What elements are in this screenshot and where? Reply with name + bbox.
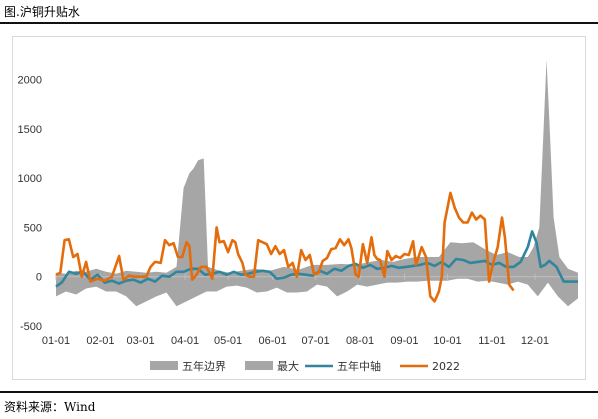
x-tick-label: 07-01 (301, 335, 329, 347)
x-tick-label: 04-01 (171, 335, 199, 347)
line-2022 (55, 191, 515, 303)
x-tick-label: 06-01 (258, 335, 286, 347)
x-tick-label: 08-01 (346, 335, 374, 347)
band-area (56, 59, 578, 307)
y-tick-label: 2000 (18, 75, 42, 87)
x-tick-label: 10-01 (433, 335, 461, 347)
legend: 五年边界 最大 五年中轴 2022 (150, 359, 460, 373)
x-tick-label: 05-01 (214, 335, 242, 347)
source-note: 资料来源：Wind (4, 400, 96, 414)
chart-title: 图.沪铜升贴水 (4, 5, 80, 19)
legend-2022-label: 2022 (432, 360, 460, 373)
y-tick-label: 0 (36, 272, 42, 284)
bottom-rule (0, 391, 598, 393)
x-tick-label: 02-01 (86, 335, 114, 347)
legend-band-swatch (150, 361, 178, 370)
x-tick-label: 11-01 (478, 335, 505, 347)
legend-max-swatch (245, 361, 273, 370)
top-rule (0, 22, 598, 24)
legend-band-label: 五年边界 (182, 359, 226, 373)
chart-frame (12, 36, 586, 380)
median-line (55, 230, 578, 288)
y-tick-label: 1000 (18, 173, 42, 185)
y-tick-label: -500 (20, 321, 42, 333)
legend-median-label: 五年中轴 (337, 359, 381, 373)
y-tick-label: 500 (24, 222, 42, 234)
x-tick-label: 12-01 (521, 335, 549, 347)
legend-max-label: 最大 (277, 359, 299, 373)
x-tick-label: 09-01 (390, 335, 418, 347)
y-tick-label: 1500 (18, 124, 42, 136)
x-tick-label: 03-01 (127, 335, 155, 347)
x-tick-label: 01-01 (42, 335, 70, 347)
